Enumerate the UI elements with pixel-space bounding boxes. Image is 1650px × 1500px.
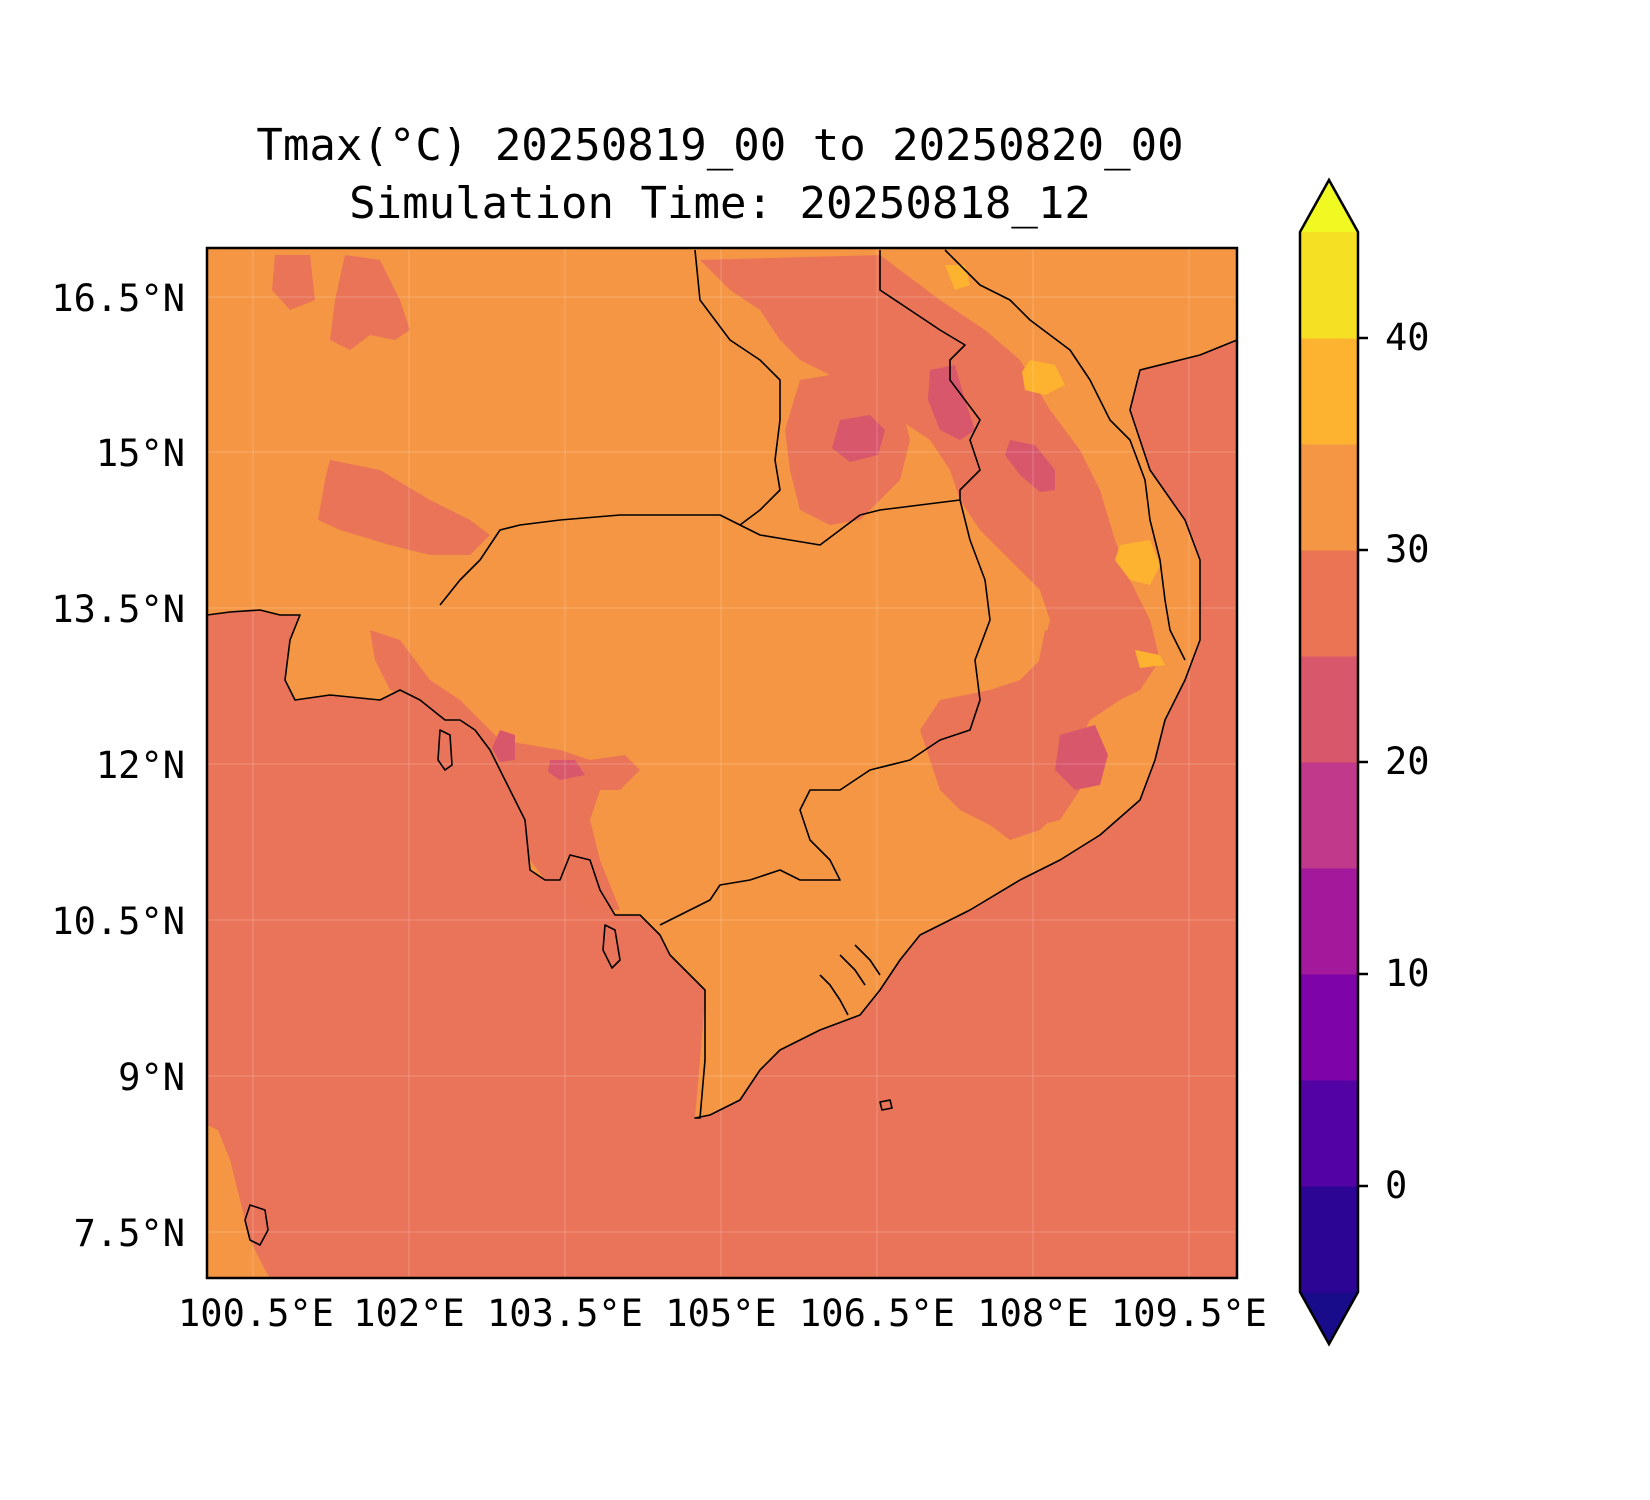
colorbar-band: [1300, 868, 1358, 975]
warm-patch: [1035, 630, 1085, 710]
cool-patch: [1055, 725, 1108, 790]
lat-label: 15°N: [95, 432, 185, 475]
cool-patch: [832, 415, 885, 462]
lat-label: 9°N: [118, 1056, 185, 1099]
colorbar-extend-max: [1300, 180, 1358, 232]
mekong-2: [839, 954, 866, 986]
warm-patch: [330, 255, 410, 350]
colorbar-band: [1300, 232, 1358, 339]
island-2: [437, 729, 453, 771]
colorbar-tick-label: 40: [1385, 316, 1430, 359]
colorbar-band: [1300, 974, 1358, 1081]
colorbar-outline: [1298, 177, 1360, 1347]
warm-patch: [272, 255, 315, 310]
land-fill-peninsula: [207, 1125, 270, 1278]
cool-patch: [492, 730, 515, 762]
map-frame: [205, 246, 1239, 1280]
coastline-main: [207, 339, 1237, 1119]
hot-patch: [1115, 540, 1160, 585]
colorbar-band: [1300, 656, 1358, 763]
cool-patch: [1005, 440, 1055, 492]
colorbar: [1298, 177, 1368, 1347]
mekong-3: [854, 944, 881, 976]
hot-patch: [1022, 360, 1065, 395]
island-3: [602, 924, 621, 969]
colorbar-tick-label: 10: [1385, 952, 1430, 995]
lon-label: 109.5°E: [1111, 1292, 1267, 1335]
colorbar-band: [1300, 1080, 1358, 1187]
cool-patch: [928, 365, 975, 440]
lon-label: 100.5°E: [178, 1292, 334, 1335]
hot-patch: [945, 265, 970, 290]
warm-patch: [370, 630, 640, 910]
lat-label: 12°N: [95, 744, 185, 787]
colorbar-band: [1300, 338, 1358, 445]
lon-label: 108°E: [977, 1292, 1089, 1335]
island-4: [879, 1099, 893, 1111]
map-title: Tmax(°C) 20250819_00 to 20250820_00: [256, 120, 1184, 171]
lon-label: 106.5°E: [799, 1292, 955, 1335]
border-laos: [694, 249, 781, 526]
colorbar-band: [1300, 1186, 1358, 1293]
lon-label: 102°E: [353, 1292, 465, 1335]
island-1: [244, 1204, 269, 1246]
lat-label: 13.5°N: [51, 588, 185, 631]
lat-label: 7.5°N: [73, 1212, 185, 1255]
colorbar-band: [1300, 444, 1358, 551]
warm-patch: [318, 460, 490, 555]
lat-label: 16.5°N: [51, 277, 185, 320]
colorbar-tick-label: 20: [1385, 740, 1430, 783]
colorbar-extend-min: [1300, 1292, 1358, 1344]
map-area: [207, 248, 1237, 1278]
colorbar-segments: [1300, 180, 1358, 1344]
hot-patch: [1135, 650, 1165, 668]
lon-label: 105°E: [665, 1292, 777, 1335]
colorbar-tick-label: 0: [1385, 1164, 1408, 1207]
coastline-north: [944, 249, 1186, 661]
mekong-1: [819, 974, 849, 1016]
coastlines: [207, 249, 1237, 1246]
lon-label: 103.5°E: [487, 1292, 643, 1335]
border-cambodia: [439, 499, 991, 926]
warm-patch: [935, 700, 1080, 830]
lat-label: 10.5°N: [51, 900, 185, 943]
colorbar-tick-label: 30: [1385, 528, 1430, 571]
colorbar-band: [1300, 762, 1358, 869]
cool-patch: [548, 760, 585, 780]
map-subtitle: Simulation Time: 20250818_12: [349, 178, 1091, 229]
gridlines: [207, 248, 1237, 1278]
colorbar-ticks: [1358, 336, 1368, 1188]
border-laos-vn: [879, 250, 981, 500]
colorbar-band: [1300, 550, 1358, 657]
